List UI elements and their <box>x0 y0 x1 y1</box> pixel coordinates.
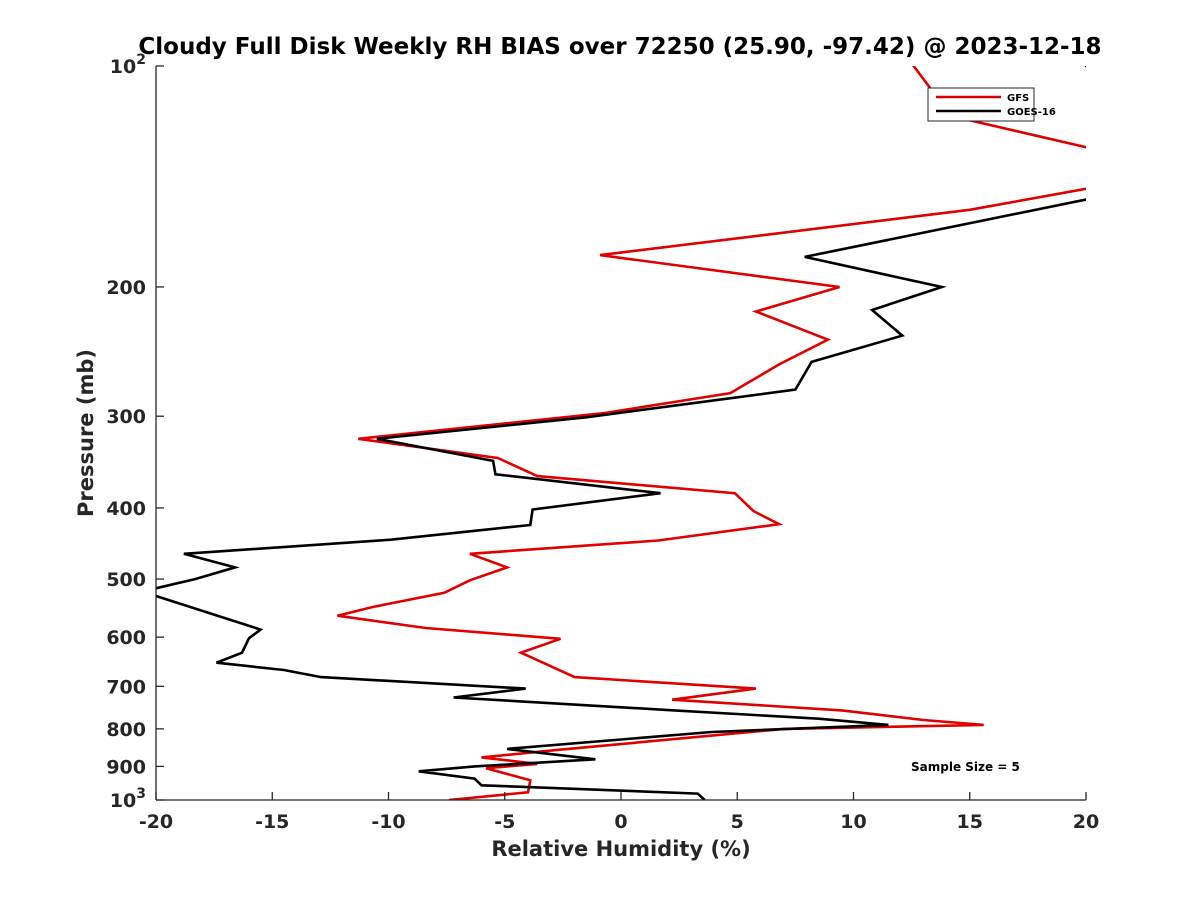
chart-title: Cloudy Full Disk Weekly RH BIAS over 722… <box>138 34 1101 60</box>
x-tick-label: 15 <box>957 811 983 833</box>
y-tick-label: 103 <box>110 786 146 812</box>
sample-size-annotation: Sample Size = 5 <box>911 760 1020 774</box>
x-tick-label: -15 <box>255 811 289 833</box>
x-tick-label: 20 <box>1073 811 1099 833</box>
legend-label-goes16: GOES-16 <box>1007 107 1056 118</box>
legend: GFS GOES-16 <box>927 87 1056 122</box>
x-tick-label: 0 <box>614 811 627 833</box>
y-tick-label: 700 <box>106 676 146 698</box>
series-layer <box>156 66 1086 800</box>
x-ticks: -20 -15 -10 -5 0 5 10 15 20 <box>139 792 1099 833</box>
y-tick-label: 300 <box>106 406 146 428</box>
x-tick-label: -20 <box>139 811 173 833</box>
y-tick-label: 102 <box>110 52 146 78</box>
series-line-goes16 <box>156 66 1086 800</box>
y-tick-label: 600 <box>106 627 146 649</box>
x-tick-label: -5 <box>494 811 515 833</box>
y-axis-label: Pressure (mb) <box>74 349 98 517</box>
axes-layer <box>155 66 1086 801</box>
y-tick-label: 800 <box>106 719 146 741</box>
legend-label-gfs: GFS <box>1007 93 1029 104</box>
legend-box <box>927 87 1035 122</box>
x-tick-label: 10 <box>840 811 866 833</box>
x-axis-label: Relative Humidity (%) <box>491 837 750 861</box>
x-tick-label: -10 <box>371 811 405 833</box>
x-tick-label: 5 <box>731 811 744 833</box>
y-ticks: 102 200 300 400 500 600 700 800 900 103 <box>106 52 164 812</box>
y-tick-label: 900 <box>106 756 146 778</box>
y-tick-label: 200 <box>106 277 146 299</box>
y-tick-label: 500 <box>106 569 146 591</box>
y-tick-label: 400 <box>106 498 146 520</box>
